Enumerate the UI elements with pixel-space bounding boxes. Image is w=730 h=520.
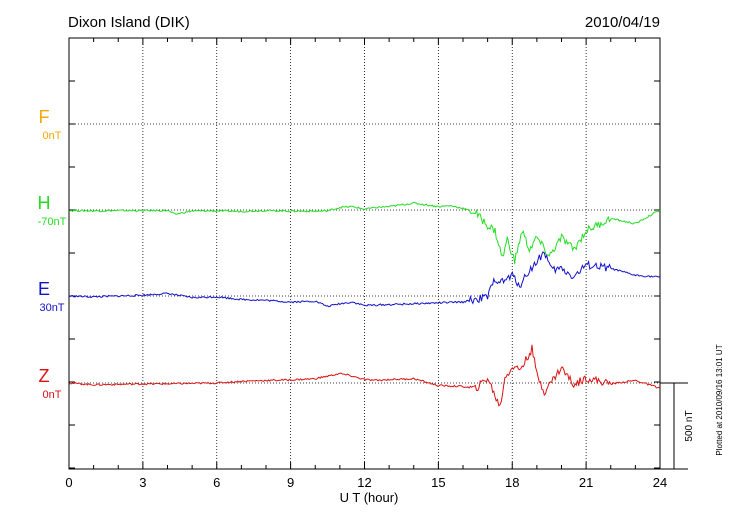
series-traces — [68, 201, 661, 407]
x-tick-label: 15 — [431, 475, 445, 490]
series-name-h: H — [38, 193, 51, 213]
trace-h — [68, 201, 661, 265]
x-tick-label: 21 — [579, 475, 593, 490]
plot-stamp: Plotted at 2010/09/16 13:01 UT — [715, 344, 724, 455]
series-name-z: Z — [39, 366, 50, 386]
grid-lines — [69, 38, 660, 469]
scale-bar-label: 500 nT — [684, 410, 695, 441]
chart-date: 2010/04/19 — [585, 14, 660, 31]
trace-e — [68, 251, 661, 308]
series-baseline-z: 0nT — [43, 389, 62, 401]
x-tick-label: 12 — [357, 475, 371, 490]
x-tick-label: 18 — [505, 475, 519, 490]
series-baseline-f: 0nT — [43, 130, 62, 142]
series-baseline-h: -70nT — [38, 216, 67, 228]
x-tick-label: 6 — [213, 475, 220, 490]
axis-ticks — [68, 38, 661, 469]
x-tick-label: 9 — [287, 475, 294, 490]
scale-bar: 500 nT — [660, 382, 695, 470]
series-labels: F 0nT H -70nT E 30nT Z 0nT — [38, 107, 67, 401]
x-tick-label: 0 — [65, 475, 72, 490]
chart-title: Dixon Island (DIK) — [68, 14, 190, 31]
x-tick-labels: 0 3 6 9 12 15 18 21 24 — [65, 475, 667, 490]
series-name-f: F — [39, 107, 50, 127]
trace-z — [68, 344, 661, 407]
x-axis-label: U T (hour) — [340, 490, 399, 505]
x-tick-label: 24 — [653, 475, 667, 490]
series-name-e: E — [38, 279, 50, 299]
series-baseline-e: 30nT — [39, 302, 64, 314]
x-tick-label: 3 — [139, 475, 146, 490]
